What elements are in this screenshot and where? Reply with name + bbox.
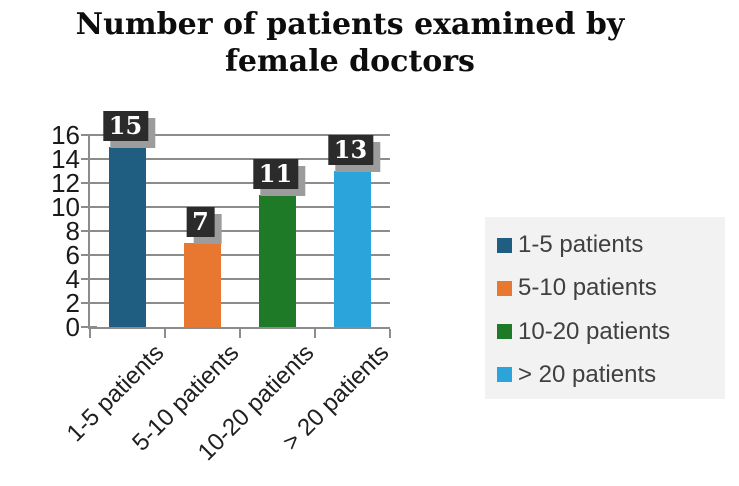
- x-tick-0: [89, 329, 91, 338]
- y-axis-label-6: 6: [65, 240, 80, 270]
- gridline-2: [90, 302, 390, 304]
- y-axis-label-14: 14: [51, 144, 80, 174]
- y-axis-label-4: 4: [65, 264, 80, 294]
- gridline-10: [90, 206, 390, 208]
- data-label-5-10-patients: 7: [186, 207, 215, 237]
- y-tick-8: [81, 230, 97, 232]
- legend-label-5-10-patients: 5-10 patients: [518, 274, 657, 302]
- legend: 1-5 patients 5-10 patients 10-20 patients >…: [485, 217, 725, 399]
- gridline-4: [90, 278, 390, 280]
- data-label-20-patients: 13: [327, 135, 374, 165]
- y-tick-16: [81, 134, 97, 136]
- data-label-10-20-patients: 11: [252, 159, 299, 189]
- gridline-14: [90, 158, 390, 160]
- y-axis-label-0: 0: [65, 312, 80, 342]
- y-tick-12: [81, 182, 97, 184]
- y-tick-10: [81, 206, 97, 208]
- legend-swatch-10-20-patients: [497, 324, 512, 340]
- y-axis-label-12: 12: [51, 168, 80, 198]
- legend-label-1-5-patients: 1-5 patients: [518, 231, 644, 258]
- legend-swatch-20-patients: [497, 367, 512, 383]
- y-tick-6: [81, 254, 97, 256]
- legend-item-20-patients: > 20 patients: [497, 361, 725, 389]
- x-axis-label-1-5-patients: 1-5 patients: [61, 339, 169, 448]
- legend-label-10-20-patients: 10-20 patients: [518, 317, 671, 345]
- y-axis-label-10: 10: [51, 192, 80, 222]
- gridline-6: [90, 254, 390, 256]
- y-tick-4: [81, 278, 97, 280]
- y-axis-label-8: 8: [65, 216, 80, 246]
- gridline-12: [90, 182, 390, 184]
- legend-item-1-5-patients: 1-5 patients: [497, 231, 725, 259]
- y-tick-0: [81, 326, 97, 328]
- legend-item-10-20-patients: 10-20 patients: [497, 318, 725, 346]
- x-axis-label-20-patients: > 20 patients: [277, 339, 394, 457]
- gridline-16: [90, 134, 390, 136]
- bar-10-20-patients: [259, 195, 296, 327]
- legend-item-5-10-patients: 5-10 patients: [497, 274, 725, 302]
- y-axis-label-16: 16: [51, 120, 80, 150]
- x-axis-label-10-20-patients: 10-20 patients: [192, 339, 319, 466]
- bar-20-patients: [334, 171, 371, 327]
- y-tick-2: [81, 302, 97, 304]
- legend-swatch-5-10-patients: [497, 280, 512, 296]
- x-tick-4: [389, 329, 391, 338]
- legend-swatch-1-5-patients: [497, 237, 512, 253]
- x-tick-3: [314, 329, 316, 338]
- y-axis-label-2: 2: [65, 288, 80, 318]
- y-tick-14: [81, 158, 97, 160]
- bar-1-5-patients: [109, 147, 146, 327]
- plot-area: [81, 134, 391, 338]
- x-tick-1: [164, 329, 166, 338]
- gridline-8: [90, 230, 390, 232]
- bar-5-10-patients: [184, 243, 221, 327]
- x-tick-2: [239, 329, 241, 338]
- data-label-1-5-patients: 15: [102, 111, 149, 141]
- legend-label-20-patients: > 20 patients: [518, 360, 657, 388]
- chart-title: Number of patients examined by female do…: [75, 7, 625, 79]
- x-axis-label-5-10-patients: 5-10 patients: [126, 339, 244, 457]
